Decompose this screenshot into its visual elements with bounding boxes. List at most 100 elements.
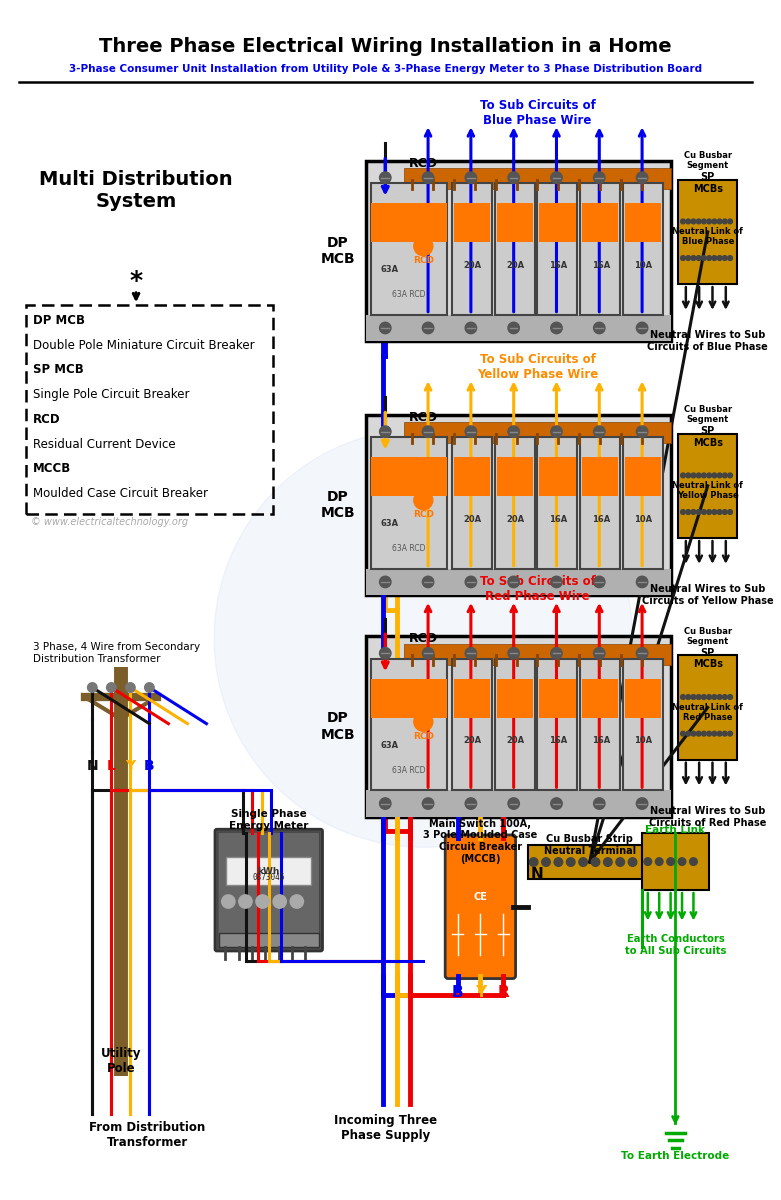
Circle shape [414, 236, 433, 256]
Text: SP
MCBs: SP MCBs [693, 648, 722, 670]
Bar [454, 679, 490, 718]
Text: DP
MCB: DP MCB [320, 712, 355, 742]
Circle shape [380, 798, 391, 809]
Text: To Sub Circuits of
Yellow Phase Wire: To Sub Circuits of Yellow Phase Wire [477, 353, 598, 380]
Bar [371, 203, 447, 242]
Circle shape [414, 491, 433, 510]
Text: 3-Phase Consumer Unit Installation from Utility Pole & 3-Phase Energy Meter to 3: 3-Phase Consumer Unit Installation from … [69, 64, 702, 73]
Text: 63A RCD: 63A RCD [392, 766, 426, 775]
Circle shape [551, 323, 562, 334]
Circle shape [508, 323, 519, 334]
Circle shape [697, 256, 701, 260]
Circle shape [712, 695, 717, 700]
Text: 63A RCD: 63A RCD [392, 290, 426, 300]
Text: 10A: 10A [634, 515, 653, 523]
Text: RCD: RCD [408, 410, 438, 424]
Text: 20A: 20A [463, 260, 481, 270]
Text: Single Pole Circuit Breaker: Single Pole Circuit Breaker [34, 388, 190, 401]
Circle shape [722, 220, 727, 224]
Text: Cu Busbar
Segment: Cu Busbar Segment [683, 406, 732, 425]
Bar [537, 659, 577, 791]
Text: DP
MCB: DP MCB [320, 236, 355, 266]
Bar [452, 437, 492, 569]
Circle shape [414, 713, 433, 731]
Circle shape [691, 731, 696, 736]
Text: Three Phase Electrical Wiring Installation in a Home: Three Phase Electrical Wiring Installati… [99, 37, 672, 56]
Circle shape [722, 695, 727, 700]
Text: SP MCB: SP MCB [34, 364, 84, 377]
Circle shape [707, 473, 711, 478]
Bar [582, 203, 619, 242]
Circle shape [728, 510, 733, 515]
Circle shape [423, 426, 433, 437]
Circle shape [712, 731, 717, 736]
Text: 20A: 20A [506, 260, 524, 270]
Text: 0873046: 0873046 [252, 874, 285, 882]
Circle shape [691, 220, 696, 224]
Text: Cu Busbar
Segment: Cu Busbar Segment [683, 151, 732, 170]
Bar [26, 305, 273, 515]
Bar [494, 437, 535, 569]
Circle shape [686, 220, 690, 224]
Text: 63A: 63A [381, 520, 399, 528]
Bar [623, 659, 663, 791]
Circle shape [701, 695, 706, 700]
Circle shape [126, 683, 135, 692]
Circle shape [530, 858, 538, 866]
Text: Neutral Link of
Blue Phase: Neutral Link of Blue Phase [672, 227, 744, 246]
Text: SP
MCBs: SP MCBs [693, 172, 722, 193]
Bar [452, 184, 492, 314]
Circle shape [712, 256, 717, 260]
Circle shape [380, 426, 391, 437]
Circle shape [707, 510, 711, 515]
Circle shape [680, 510, 686, 515]
Circle shape [594, 648, 605, 659]
Bar [405, 422, 671, 443]
Bar [366, 161, 671, 341]
Circle shape [87, 683, 97, 692]
Text: Moulded Case Circuit Breaker: Moulded Case Circuit Breaker [34, 487, 209, 500]
Circle shape [697, 695, 701, 700]
Circle shape [717, 510, 722, 515]
Text: R: R [497, 985, 509, 1001]
Circle shape [728, 220, 733, 224]
Bar [405, 643, 671, 665]
Text: Y: Y [475, 985, 486, 1001]
Circle shape [717, 256, 722, 260]
Text: SP
MCBs: SP MCBs [693, 426, 722, 448]
Circle shape [616, 858, 625, 866]
Circle shape [686, 731, 690, 736]
Bar [366, 569, 671, 595]
Text: 16A: 16A [591, 737, 610, 745]
Circle shape [722, 731, 727, 736]
Circle shape [465, 426, 476, 437]
Circle shape [644, 858, 651, 865]
Circle shape [701, 510, 706, 515]
Circle shape [273, 895, 287, 908]
Circle shape [380, 172, 391, 184]
Circle shape [551, 798, 562, 809]
Bar [580, 659, 620, 791]
Text: Residual Current Device: Residual Current Device [34, 438, 176, 450]
Circle shape [728, 695, 733, 700]
Circle shape [691, 695, 696, 700]
Bar [371, 457, 447, 497]
Text: Neutral Link of
Yellow Phase: Neutral Link of Yellow Phase [672, 481, 744, 500]
Circle shape [680, 731, 686, 736]
Circle shape [222, 895, 235, 908]
FancyBboxPatch shape [445, 835, 515, 978]
Text: Single Phase
Energy Meter: Single Phase Energy Meter [229, 809, 308, 830]
Bar [625, 679, 661, 718]
Text: From Distribution
Transformer: From Distribution Transformer [89, 1121, 205, 1148]
Text: 63A RCD: 63A RCD [392, 545, 426, 553]
Circle shape [697, 220, 701, 224]
Circle shape [637, 426, 647, 437]
Text: Cu Busbar
Segment: Cu Busbar Segment [683, 626, 732, 646]
Bar [580, 184, 620, 314]
Text: RCD: RCD [408, 632, 438, 646]
Bar [366, 636, 671, 817]
Text: 10A: 10A [634, 737, 653, 745]
Circle shape [712, 220, 717, 224]
Bar [454, 457, 490, 497]
Circle shape [551, 648, 562, 659]
